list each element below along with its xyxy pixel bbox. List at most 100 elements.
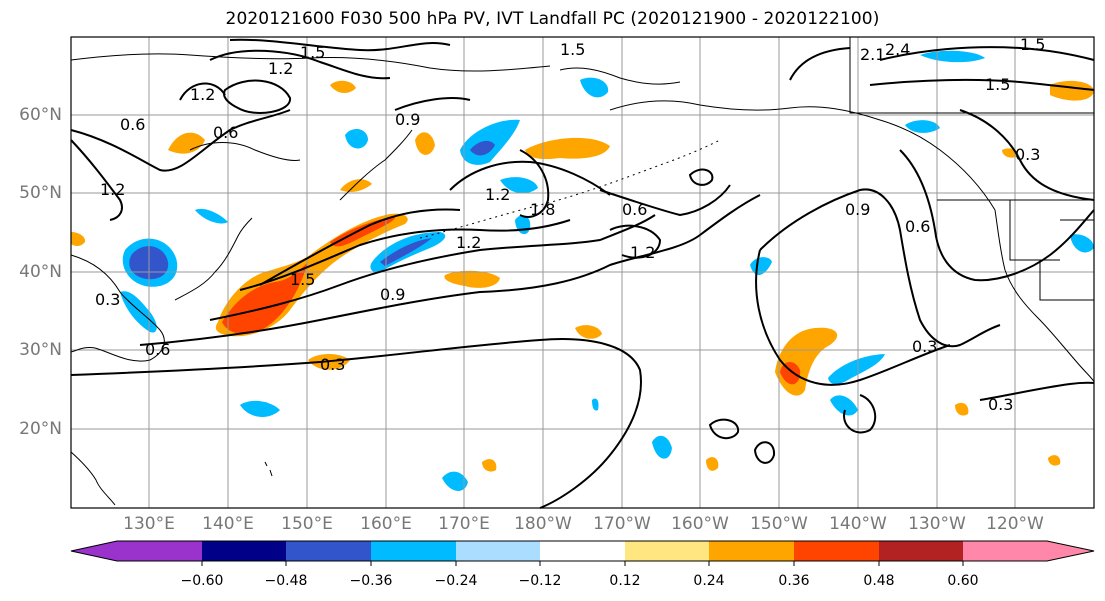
contour-label: 0.9	[845, 200, 870, 219]
colorbar-outline	[70, 540, 1095, 562]
contour-1.2-north	[449, 160, 611, 196]
contour-label: 0.6	[120, 115, 145, 134]
lon-label: 130°W	[908, 514, 966, 534]
pos-blob-north-1	[525, 137, 610, 160]
coast-japan	[174, 217, 253, 301]
colorbar-cell-10	[879, 541, 963, 561]
pos-band-core-2	[330, 216, 396, 247]
contour-0.6-east	[899, 149, 1095, 282]
coast-alaska	[609, 100, 996, 211]
colorbar-tick-label: 0.12	[609, 573, 641, 589]
lon-label: 170°E	[438, 514, 490, 534]
neg-blob-north-1-core	[470, 140, 495, 156]
coast-kamchatka	[339, 129, 413, 201]
pos-blob-north-4	[340, 179, 372, 192]
contour-label: 1.2	[456, 233, 481, 252]
contour-small-loop	[688, 168, 714, 186]
contour-label: 1.5	[985, 75, 1010, 94]
colorbar-tick-label: −0.36	[349, 573, 393, 589]
map-frame	[70, 36, 1095, 509]
neg-blob-ne	[920, 50, 985, 63]
lat-label: 60°N	[19, 105, 62, 125]
contour-label: 0.9	[395, 110, 420, 129]
colorbar-cell-2	[202, 541, 286, 561]
pos-blob-170e	[444, 270, 500, 288]
lon-label: 130°E	[123, 514, 175, 534]
pos-band-core	[222, 262, 308, 334]
contour-0.3-east-2	[959, 109, 1095, 201]
neg-blob-east-1	[828, 354, 885, 385]
gridlines	[71, 37, 1094, 508]
lon-label: 160°W	[671, 514, 729, 534]
neg-blob-north-3	[345, 128, 368, 149]
colorbar-cell-9	[794, 541, 879, 561]
colorbar-cell-7	[625, 541, 709, 561]
pos-blob-north-3	[415, 132, 435, 155]
lat-label: 30°N	[19, 340, 62, 360]
neg-blob-south-1	[240, 400, 280, 417]
pos-blob-west-edge	[71, 232, 86, 246]
colorbar-cell-8	[709, 541, 794, 561]
lon-label: 170°W	[593, 514, 651, 534]
colorbar	[70, 540, 1095, 566]
contour-label: 0.3	[988, 395, 1013, 414]
lat-label: 50°N	[19, 183, 62, 203]
lon-label: 150°E	[281, 514, 333, 534]
contour-label: 2.1	[860, 45, 885, 64]
contour-1.5-north	[229, 38, 451, 52]
pos-blob-south-4	[706, 457, 719, 471]
contour-0.9-mid	[209, 214, 656, 321]
contour-ne-2	[869, 78, 1095, 91]
contour-label: 0.3	[1015, 145, 1040, 164]
colorbar-cell-5	[456, 541, 540, 561]
contour-label: 0.3	[320, 355, 345, 374]
colorbar-cell-4	[371, 541, 456, 561]
contour-0.3-se	[979, 381, 1095, 401]
contour-1.2-east	[609, 224, 662, 259]
contour-0.6-mid	[139, 194, 761, 346]
lat-label: 20°N	[19, 419, 62, 439]
contour-0.3-south	[70, 338, 642, 509]
pv-contours	[70, 38, 1095, 509]
neg-blob-south-4	[592, 398, 599, 411]
lat-label: 40°N	[19, 262, 62, 282]
contour-label: 0.6	[905, 217, 930, 236]
contour-label: 1.2	[630, 243, 655, 262]
contour-label: 0.6	[622, 200, 647, 219]
contour-label: 1.2	[485, 185, 510, 204]
contour-0.3-south-loop	[843, 394, 877, 434]
pos-blob-south-2	[575, 325, 602, 339]
contour-label: 1.5	[1020, 35, 1045, 54]
map-title: 2020121600 F030 500 hPa PV, IVT Landfall…	[225, 9, 880, 29]
inset-box	[849, 37, 1094, 114]
contour-small-south-1	[708, 418, 740, 440]
coast-philippines	[70, 451, 116, 506]
contour-label: 1.8	[530, 200, 555, 219]
colorbar-cell-0	[71, 541, 117, 561]
lon-label: 160°E	[360, 514, 412, 534]
contour-0.3-big-loop	[755, 249, 951, 386]
coast-bering	[559, 67, 681, 85]
lon-label: 140°E	[202, 514, 254, 534]
pos-blob-east-1-core	[780, 361, 801, 385]
colorbar-tick-label: 0.60	[947, 573, 979, 589]
contour-label: 1.2	[190, 85, 215, 104]
neg-blob-south-2	[442, 471, 468, 491]
contour-1.2-nw	[209, 49, 391, 80]
lon-label: 120°W	[986, 514, 1044, 534]
pos-blob-se	[1048, 455, 1061, 466]
contour-ne-3	[789, 47, 851, 81]
neg-blob-east-2	[830, 395, 858, 416]
shaded-regions	[71, 50, 1094, 491]
pos-blob-north-2	[168, 132, 205, 154]
colorbar-tick-label: −0.24	[434, 573, 478, 589]
island-guam	[264, 461, 273, 477]
contour-0.9-nw	[394, 97, 471, 111]
contour-0.6-west	[70, 109, 291, 172]
colorbar-tick-label: −0.12	[518, 573, 562, 589]
lon-label: 150°W	[750, 514, 808, 534]
colorbar-ticks	[201, 561, 964, 566]
lon-label: 140°W	[829, 514, 887, 534]
lon-label: 180°W	[514, 514, 572, 534]
